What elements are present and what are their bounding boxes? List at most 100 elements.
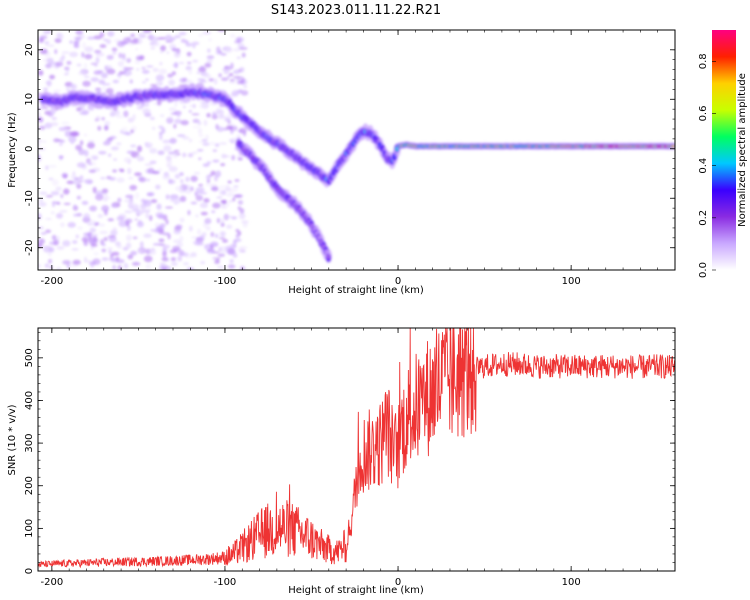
heatmap-noise-cell	[189, 139, 193, 143]
heatmap-noise-cell	[179, 172, 184, 176]
spectrogram-y-axis-label: Frequency (Hz)	[7, 112, 18, 188]
heatmap-noise-cell	[128, 44, 135, 46]
heatmap-noise-cell	[238, 200, 243, 205]
heatmap-noise-cell	[85, 179, 94, 184]
heatmap-noise-cell	[221, 223, 225, 227]
heatmap-noise-cell	[194, 172, 200, 175]
heatmap-noise-cell	[189, 110, 192, 113]
heatmap-noise-cell	[207, 161, 211, 164]
heatmap-noise-cell	[128, 177, 133, 180]
heatmap-noise-cell	[169, 107, 177, 111]
heatmap-noise-cell	[134, 60, 140, 64]
heatmap-noise-cell	[142, 108, 150, 115]
heatmap-noise-cell	[93, 187, 97, 193]
heatmap-noise-cell	[90, 155, 99, 158]
heatmap-noise-cell	[49, 109, 56, 114]
heatmap-noise-cell	[45, 263, 49, 268]
heatmap-noise-cell	[210, 232, 214, 237]
heatmap-noise-cell	[239, 128, 247, 134]
heatmap-noise-cell	[196, 195, 203, 201]
heatmap-noise-cell	[45, 218, 52, 220]
heatmap-noise-cell	[137, 33, 146, 36]
colorbar-gradient	[712, 30, 736, 270]
heatmap-noise-cell	[91, 243, 98, 247]
heatmap-noise-cell	[188, 153, 193, 157]
heatmap-noise-cell	[102, 83, 111, 86]
heatmap-noise-cell	[233, 242, 237, 248]
heatmap-noise-cell	[73, 260, 81, 265]
heatmap-noise-cell	[98, 214, 104, 218]
heatmap-noise-cell	[73, 204, 77, 209]
x-tick-label: -100	[214, 577, 237, 588]
heatmap-noise-cell	[238, 206, 241, 210]
heatmap-noise-cell	[116, 216, 124, 221]
heatmap-noise-cell	[237, 81, 245, 84]
snr-y-axis-label: SNR (10 * v/v)	[7, 404, 18, 475]
heatmap-noise-cell	[135, 218, 138, 220]
heatmap-noise-cell	[185, 43, 192, 47]
heatmap-noise-cell	[160, 45, 166, 51]
heatmap-noise-cell	[214, 78, 218, 85]
heatmap-noise-cell	[125, 218, 132, 223]
heatmap-noise-cell	[108, 153, 111, 157]
heatmap-noise-cell	[162, 175, 170, 180]
heatmap-noise-cell	[129, 185, 137, 191]
heatmap-noise-cell	[130, 79, 133, 83]
heatmap-noise-cell	[219, 189, 222, 195]
heatmap-noise-cell	[124, 157, 132, 163]
heatmap-noise-cell	[235, 194, 243, 198]
heatmap-noise-cell	[189, 226, 193, 232]
heatmap-noise-cell	[159, 134, 162, 140]
heatmap-noise-cell	[226, 125, 233, 130]
heatmap-noise-cell	[171, 262, 178, 266]
heatmap-noise-cell	[206, 175, 211, 181]
heatmap-noise-cell	[72, 171, 75, 176]
heatmap-noise-cell	[112, 47, 118, 51]
heatmap-noise-cell	[36, 140, 43, 143]
heatmap-noise-cell	[102, 86, 105, 90]
heatmap-noise-cell	[118, 61, 124, 67]
heatmap-noise-cell	[62, 260, 71, 265]
heatmap-noise-cell	[133, 237, 138, 239]
heatmap-noise-cell	[229, 81, 236, 84]
heatmap-noise-cell	[95, 88, 101, 90]
x-tick-label: 100	[562, 276, 581, 287]
heatmap-noise-cell	[48, 259, 52, 264]
heatmap-noise-cell	[96, 116, 101, 121]
heatmap-noise-cell	[236, 134, 242, 136]
heatmap-noise-cell	[230, 129, 234, 134]
heatmap-noise-cell	[127, 151, 136, 154]
heatmap-noise-cell	[87, 232, 92, 238]
heatmap-noise-cell	[196, 187, 205, 193]
y-tick-label: 0	[24, 146, 35, 152]
heatmap-noise-cell	[228, 264, 236, 269]
heatmap-noise-cell	[73, 41, 78, 47]
heatmap-noise-cell	[175, 186, 183, 191]
heatmap-noise-cell	[192, 42, 200, 46]
heatmap-noise-cell	[228, 181, 232, 184]
heatmap-noise-cell	[77, 64, 82, 67]
heatmap-noise-cell	[165, 206, 173, 208]
heatmap-noise-cell	[116, 142, 121, 145]
heatmap-noise-cell	[100, 177, 106, 179]
heatmap-noise-cell	[198, 184, 203, 186]
heatmap-noise-cell	[37, 155, 41, 161]
heatmap-noise-cell	[36, 112, 41, 115]
heatmap-noise-cell	[112, 227, 117, 234]
y-tick-label: 200	[24, 476, 35, 495]
heatmap-noise-cell	[113, 80, 119, 84]
heatmap-noise-cell	[220, 231, 225, 236]
heatmap-noise-cell	[73, 214, 78, 217]
heatmap-noise-cell	[89, 163, 92, 165]
heatmap-noise-cell	[220, 163, 225, 166]
heatmap-noise-cell	[129, 204, 135, 207]
heatmap-noise-cell	[44, 41, 49, 44]
colorbar-label: Normalized spectral amplitude	[737, 73, 748, 227]
heatmap-noise-cell	[70, 84, 75, 88]
heatmap-noise-cell	[224, 66, 229, 69]
heatmap-noise-cell	[89, 170, 96, 173]
heatmap-noise-cell	[64, 73, 69, 76]
heatmap-noise-cell	[39, 192, 47, 195]
heatmap-noise-cell	[221, 200, 227, 205]
